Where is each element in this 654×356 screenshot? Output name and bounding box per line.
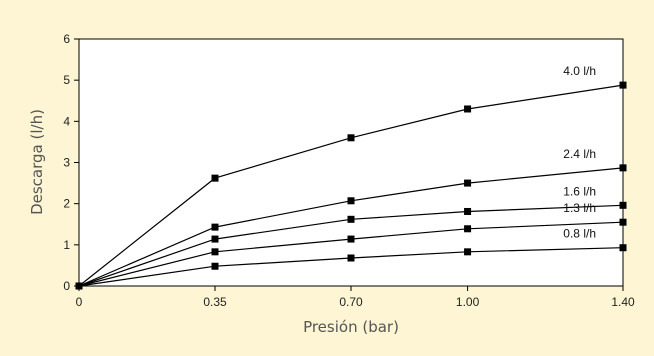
data-point xyxy=(347,215,355,223)
y-tick-label: 0 xyxy=(63,279,70,293)
x-tick-label: 1.40 xyxy=(611,295,635,309)
data-point xyxy=(211,248,219,256)
x-tick-label: 0 xyxy=(76,295,83,309)
x-tick-label: 1.00 xyxy=(456,295,480,309)
data-point xyxy=(619,244,627,252)
series-label: 2.4 l/h xyxy=(563,147,596,161)
y-tick-label: 5 xyxy=(63,73,70,87)
data-point xyxy=(211,262,219,270)
data-point xyxy=(347,134,355,142)
data-point xyxy=(347,235,355,243)
data-point xyxy=(619,201,627,209)
series-label: 1.3 l/h xyxy=(563,201,596,215)
series-label: 4.0 l/h xyxy=(563,64,596,78)
data-point xyxy=(211,174,219,182)
data-point xyxy=(347,197,355,205)
y-tick-label: 4 xyxy=(63,114,70,128)
y-axis: 0 1 2 3 4 5 6 xyxy=(63,32,79,293)
y-tick-label: 1 xyxy=(63,238,70,252)
y-tick-label: 6 xyxy=(63,32,70,46)
y-tick-label: 3 xyxy=(63,156,70,170)
y-tick-label: 2 xyxy=(63,197,70,211)
data-point xyxy=(619,218,627,226)
data-point xyxy=(464,207,472,215)
data-point xyxy=(619,164,627,172)
data-point xyxy=(75,282,83,290)
plot-area xyxy=(78,38,624,287)
x-tick-label: 0.70 xyxy=(339,295,363,309)
y-axis-label: Descarga (l/h) xyxy=(28,109,46,215)
series-label: 1.6 l/h xyxy=(563,184,596,198)
data-point xyxy=(619,81,627,89)
series-group: 4.0 l/h 2.4 l/h 1.6 l/h 1.3 l/h 0.8 l/h xyxy=(75,64,627,290)
data-point xyxy=(464,225,472,233)
x-axis-label: Presión (bar) xyxy=(303,318,399,336)
data-point xyxy=(464,179,472,187)
series-1-3-l-h: 1.3 l/h xyxy=(75,201,627,290)
data-point xyxy=(211,223,219,231)
series-0-8-l-h: 0.8 l/h xyxy=(75,227,627,290)
data-point xyxy=(347,254,355,262)
series-label: 0.8 l/h xyxy=(563,227,596,241)
series-4-0-l-h: 4.0 l/h xyxy=(75,64,627,290)
data-point xyxy=(464,248,472,256)
data-point xyxy=(464,105,472,113)
data-point xyxy=(211,235,219,243)
series-2-4-l-h: 2.4 l/h xyxy=(75,147,627,290)
x-tick-label: 0.35 xyxy=(203,295,227,309)
series-1-6-l-h: 1.6 l/h xyxy=(75,184,627,290)
